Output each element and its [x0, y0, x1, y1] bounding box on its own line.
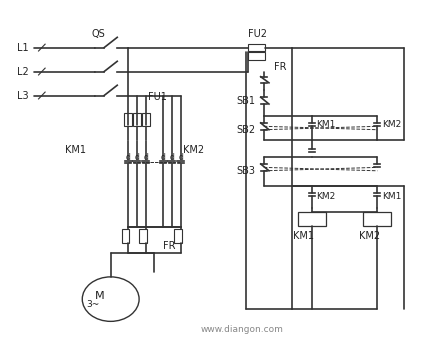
Text: FU2: FU2 [249, 29, 268, 39]
Text: KM1: KM1 [65, 145, 86, 155]
Text: KM2: KM2 [382, 120, 401, 129]
Bar [133, 112, 141, 126]
Bar [249, 44, 265, 51]
Text: L1: L1 [17, 42, 28, 52]
Bar [363, 212, 392, 226]
Bar [298, 212, 326, 226]
Text: d: d [135, 152, 139, 161]
Text: KM2: KM2 [183, 145, 204, 155]
Text: L3: L3 [17, 90, 28, 100]
Text: SB2: SB2 [237, 125, 256, 135]
Text: d: d [179, 152, 183, 161]
Text: SB1: SB1 [237, 96, 256, 106]
Text: KM1: KM1 [293, 231, 315, 241]
Bar [121, 229, 129, 243]
Bar [249, 52, 265, 60]
Text: KM2: KM2 [359, 231, 380, 241]
Text: FR: FR [163, 241, 176, 251]
Text: FU1: FU1 [148, 92, 167, 102]
Text: KM2: KM2 [316, 192, 335, 201]
Bar [142, 112, 150, 126]
Text: d: d [143, 152, 148, 161]
Bar [139, 229, 147, 243]
Text: 3~: 3~ [87, 300, 100, 309]
Bar [124, 112, 132, 126]
Text: KM1: KM1 [382, 192, 401, 201]
Text: KM1: KM1 [316, 120, 336, 129]
Text: d: d [170, 152, 175, 161]
Text: QS: QS [91, 29, 105, 39]
Text: FR: FR [274, 62, 287, 72]
Text: SB3: SB3 [237, 166, 256, 176]
Text: www.diangon.com: www.diangon.com [201, 325, 283, 334]
Bar [174, 229, 182, 243]
Text: d: d [161, 152, 166, 161]
Text: M: M [95, 291, 105, 301]
Text: d: d [126, 152, 131, 161]
Text: L2: L2 [17, 67, 29, 77]
